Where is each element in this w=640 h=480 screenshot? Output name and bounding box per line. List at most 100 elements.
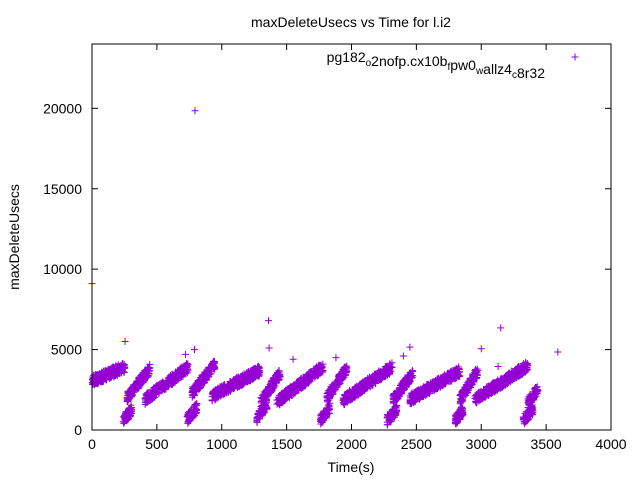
data-point (125, 405, 133, 413)
data-point (311, 371, 319, 379)
data-point (169, 379, 177, 387)
data-point (279, 390, 287, 398)
data-point (404, 371, 412, 379)
data-point (106, 375, 114, 383)
data-point-outlier (121, 338, 129, 346)
data-point (269, 379, 277, 387)
x-tick-label: 1500 (271, 436, 302, 452)
data-point (387, 408, 395, 416)
data-point (524, 408, 532, 416)
data-point (417, 386, 425, 394)
data-point (97, 378, 105, 386)
x-tick-label: 3500 (531, 436, 562, 452)
data-point (404, 380, 412, 388)
data-point (516, 371, 524, 379)
data-point (185, 416, 193, 424)
data-point (452, 411, 460, 419)
data-point (361, 377, 369, 385)
data-point (453, 410, 461, 418)
data-point (486, 383, 494, 391)
data-point (521, 368, 529, 376)
data-point (493, 380, 501, 388)
x-tick-label: 2000 (336, 436, 367, 452)
data-point-outlier (406, 343, 414, 351)
data-point (522, 362, 530, 370)
data-point (201, 376, 209, 384)
x-tick-label: 0 (88, 436, 96, 452)
data-point (118, 368, 126, 376)
data-point (193, 399, 201, 407)
data-point (249, 374, 257, 382)
data-point (209, 361, 217, 369)
data-point (470, 373, 478, 381)
data-point (533, 383, 541, 391)
data-point (142, 397, 150, 405)
data-point (180, 370, 188, 378)
data-point (428, 378, 436, 386)
data-point (283, 388, 291, 396)
data-point (508, 374, 516, 382)
data-point (307, 368, 315, 376)
data-point (423, 381, 431, 389)
x-axis-label: Time(s) (328, 459, 375, 475)
data-point (275, 367, 283, 375)
data-point (136, 378, 144, 386)
data-point (138, 374, 146, 382)
data-point (411, 398, 419, 406)
data-point (439, 378, 447, 386)
data-point (276, 401, 284, 409)
data-point (174, 373, 182, 381)
data-point (212, 394, 220, 402)
data-point-outlier (494, 362, 502, 370)
x-tick-label: 2500 (401, 436, 432, 452)
data-point (393, 393, 401, 401)
x-tick-label: 1000 (206, 436, 237, 452)
data-point (327, 390, 335, 398)
data-point (377, 376, 385, 384)
data-point (416, 394, 424, 402)
data-point (275, 374, 283, 382)
data-point (529, 408, 537, 416)
data-point (445, 376, 453, 384)
data-point (268, 376, 276, 384)
data-point (523, 413, 531, 421)
data-point (93, 372, 101, 380)
data-point (453, 372, 461, 380)
data-point (241, 373, 249, 381)
data-point (261, 395, 269, 403)
data-point (410, 396, 418, 404)
data-point (354, 391, 362, 399)
data-point (108, 367, 116, 375)
data-point (483, 388, 491, 396)
data-point (400, 385, 408, 393)
data-point (94, 380, 102, 388)
data-point (89, 373, 97, 381)
data-point (133, 384, 141, 392)
data-point (128, 383, 136, 391)
data-point (250, 365, 258, 373)
data-point (343, 364, 351, 372)
data-point-outlier (477, 345, 485, 353)
data-point (380, 367, 388, 375)
data-point (497, 375, 505, 383)
data-point (528, 396, 536, 404)
data-point (320, 411, 328, 419)
data-point (184, 411, 192, 419)
y-tick-label: 20000 (43, 100, 82, 116)
data-point (426, 387, 434, 395)
data-point (413, 388, 421, 396)
data-point-outlier (289, 355, 297, 363)
data-point (459, 409, 467, 417)
data-point (123, 398, 131, 406)
data-point-outlier (399, 352, 407, 360)
data-point (113, 369, 121, 377)
data-point (339, 399, 347, 407)
data-point (434, 382, 442, 390)
data-point (144, 366, 152, 374)
data-point (387, 416, 395, 424)
data-point (532, 392, 540, 400)
data-point (336, 380, 344, 388)
data-point (502, 380, 510, 388)
data-point (514, 363, 522, 371)
